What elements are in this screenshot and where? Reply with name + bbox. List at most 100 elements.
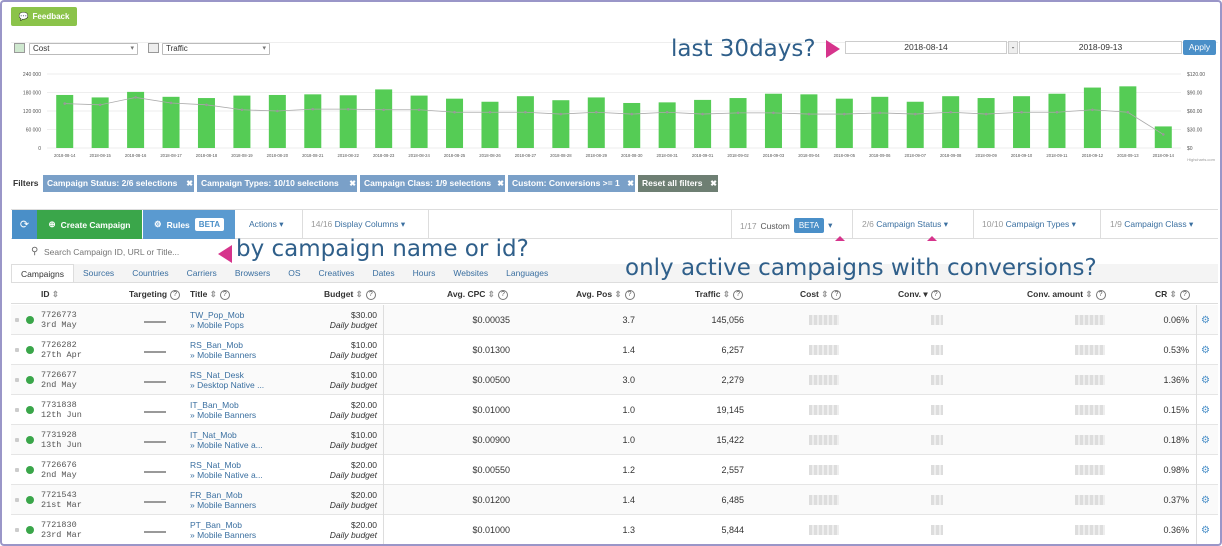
gear-icon[interactable]: ⚙ — [1201, 434, 1210, 446]
status-active-icon[interactable] — [26, 376, 34, 384]
campaign-type-link[interactable]: » Mobile Banners — [190, 350, 257, 360]
status-active-icon[interactable] — [26, 526, 34, 534]
help-icon[interactable]: ? — [930, 289, 941, 300]
drag-handle-icon[interactable] — [15, 378, 19, 382]
campaign-title-link[interactable]: RS_Nat_Mob — [190, 460, 242, 470]
close-icon[interactable]: ✖ — [186, 179, 193, 188]
actions-dropdown[interactable]: Actions ▾ — [249, 219, 284, 230]
display-columns-dropdown[interactable]: 14/16 Display Columns ▾ — [311, 219, 405, 230]
col-conv[interactable]: Conv. ▾? — [898, 289, 941, 300]
filter-chip-custom[interactable]: Custom: Conversions >= 1 ✖ — [508, 175, 635, 192]
close-icon[interactable]: ✖ — [710, 179, 717, 188]
campaign-type-link[interactable]: » Mobile Native a... — [190, 440, 263, 450]
close-icon[interactable]: ✖ — [627, 179, 634, 188]
campaign-types-dropdown[interactable]: 10/10 Campaign Types ▾ — [982, 219, 1076, 230]
gear-icon[interactable]: ⚙ — [1201, 314, 1210, 326]
campaign-type-link[interactable]: » Mobile Banners — [190, 530, 257, 540]
campaign-type-link[interactable]: » Desktop Native ... — [190, 380, 265, 390]
campaign-status-dropdown[interactable]: 2/6 Campaign Status ▾ — [862, 219, 948, 230]
tab-campaigns[interactable]: Campaigns — [11, 264, 74, 282]
date-from-input[interactable]: 2018-08-14 — [845, 41, 1007, 54]
reset-filters-button[interactable]: Reset all filters ✖ — [638, 175, 718, 192]
col-id[interactable]: ID ⇕ — [41, 289, 59, 300]
gear-icon[interactable]: ⚙ — [1201, 374, 1210, 386]
metric-select-right[interactable]: Traffic ▾ — [162, 43, 270, 55]
col-traffic[interactable]: Traffic ⇕? — [695, 289, 744, 300]
help-icon[interactable]: ? — [1095, 289, 1106, 300]
campaign-title-link[interactable]: IT_Nat_Mob — [190, 430, 237, 440]
gear-icon[interactable]: ⚙ — [1201, 404, 1210, 416]
tab-hours[interactable]: Hours — [412, 268, 436, 278]
close-icon[interactable]: ✖ — [497, 179, 504, 188]
help-icon[interactable]: ? — [733, 289, 744, 300]
campaign-id[interactable]: 7731838 — [41, 400, 77, 410]
gear-icon[interactable]: ⚙ — [1201, 344, 1210, 356]
drag-handle-icon[interactable] — [15, 348, 19, 352]
status-active-icon[interactable] — [26, 316, 34, 324]
campaign-id[interactable]: 7731928 — [41, 430, 77, 440]
rules-button[interactable]: ⚙ Rules BETA — [143, 210, 235, 239]
tab-creatives[interactable]: Creatives — [318, 268, 355, 278]
campaign-title-link[interactable]: TW_Pop_Mob — [190, 310, 245, 320]
gear-icon[interactable]: ⚙ — [1201, 494, 1210, 506]
create-campaign-button[interactable]: ⊕ Create Campaign — [37, 210, 142, 239]
help-icon[interactable]: ? — [365, 289, 376, 300]
col-conv-amount[interactable]: Conv. amount ⇕? — [1027, 289, 1106, 300]
drag-handle-icon[interactable] — [15, 528, 19, 532]
col-cr[interactable]: CR ⇕? — [1155, 289, 1190, 300]
gear-icon[interactable]: ⚙ — [1201, 524, 1210, 536]
campaign-type-link[interactable]: » Mobile Banners — [190, 410, 257, 420]
tab-browsers[interactable]: Browsers — [234, 268, 271, 278]
campaign-id[interactable]: 7721830 — [41, 520, 77, 530]
col-budget[interactable]: Budget ⇕? — [324, 289, 376, 300]
campaign-title-link[interactable]: IT_Ban_Mob — [190, 400, 239, 410]
tab-os[interactable]: OS — [288, 268, 301, 278]
col-pos[interactable]: Avg. Pos ⇕? — [576, 289, 635, 300]
tab-countries[interactable]: Countries — [132, 268, 169, 278]
help-icon[interactable]: ? — [831, 289, 842, 300]
tab-websites[interactable]: Websites — [453, 268, 489, 278]
custom-filter-dropdown[interactable]: 1/17 Custom BETA ▾ — [740, 218, 832, 233]
help-icon[interactable]: ? — [170, 289, 181, 300]
status-active-icon[interactable] — [26, 496, 34, 504]
col-title[interactable]: Title ⇕? — [190, 289, 230, 300]
help-icon[interactable]: ? — [497, 289, 508, 300]
campaign-title-link[interactable]: FR_Ban_Mob — [190, 490, 243, 500]
drag-handle-icon[interactable] — [15, 318, 19, 322]
help-icon[interactable]: ? — [624, 289, 635, 300]
campaign-id[interactable]: 7726677 — [41, 370, 77, 380]
date-to-input[interactable]: 2018-09-13 — [1019, 41, 1182, 54]
campaign-id[interactable]: 7726282 — [41, 340, 77, 350]
filter-chip-class[interactable]: Campaign Class: 1/9 selections ✖ — [360, 175, 505, 192]
feedback-button[interactable]: 💬 Feedback — [11, 7, 77, 26]
tab-dates[interactable]: Dates — [372, 268, 395, 278]
tab-sources[interactable]: Sources — [83, 268, 115, 278]
campaign-title-link[interactable]: RS_Nat_Desk — [190, 370, 244, 380]
status-active-icon[interactable] — [26, 466, 34, 474]
drag-handle-icon[interactable] — [15, 498, 19, 502]
campaign-type-link[interactable]: » Mobile Pops — [190, 320, 244, 330]
drag-handle-icon[interactable] — [15, 438, 19, 442]
filter-chip-status[interactable]: Campaign Status: 2/6 selections ✖ — [43, 175, 194, 192]
filter-chip-types[interactable]: Campaign Types: 10/10 selections ✖ — [197, 175, 357, 192]
apply-button[interactable]: Apply — [1183, 40, 1216, 55]
campaign-type-link[interactable]: » Mobile Banners — [190, 500, 257, 510]
campaign-id[interactable]: 7726676 — [41, 460, 77, 470]
campaign-id[interactable]: 7726773 — [41, 310, 77, 320]
close-icon[interactable]: ✖ — [349, 179, 356, 188]
campaign-type-link[interactable]: » Mobile Native a... — [190, 470, 263, 480]
campaign-title-link[interactable]: PT_Ban_Mob — [190, 520, 242, 530]
campaign-class-dropdown[interactable]: 1/9 Campaign Class ▾ — [1110, 219, 1193, 230]
campaign-id[interactable]: 7721543 — [41, 490, 77, 500]
drag-handle-icon[interactable] — [15, 468, 19, 472]
search-input[interactable] — [44, 243, 214, 260]
status-active-icon[interactable] — [26, 346, 34, 354]
metric-select-left[interactable]: Cost ▾ — [29, 43, 138, 55]
help-icon[interactable]: ? — [219, 289, 230, 300]
help-icon[interactable]: ? — [1179, 289, 1190, 300]
drag-handle-icon[interactable] — [15, 408, 19, 412]
tab-carriers[interactable]: Carriers — [186, 268, 217, 278]
status-active-icon[interactable] — [26, 406, 34, 414]
col-cpc[interactable]: Avg. CPC ⇕? — [447, 289, 508, 300]
refresh-button[interactable]: ⟳ — [12, 210, 37, 239]
